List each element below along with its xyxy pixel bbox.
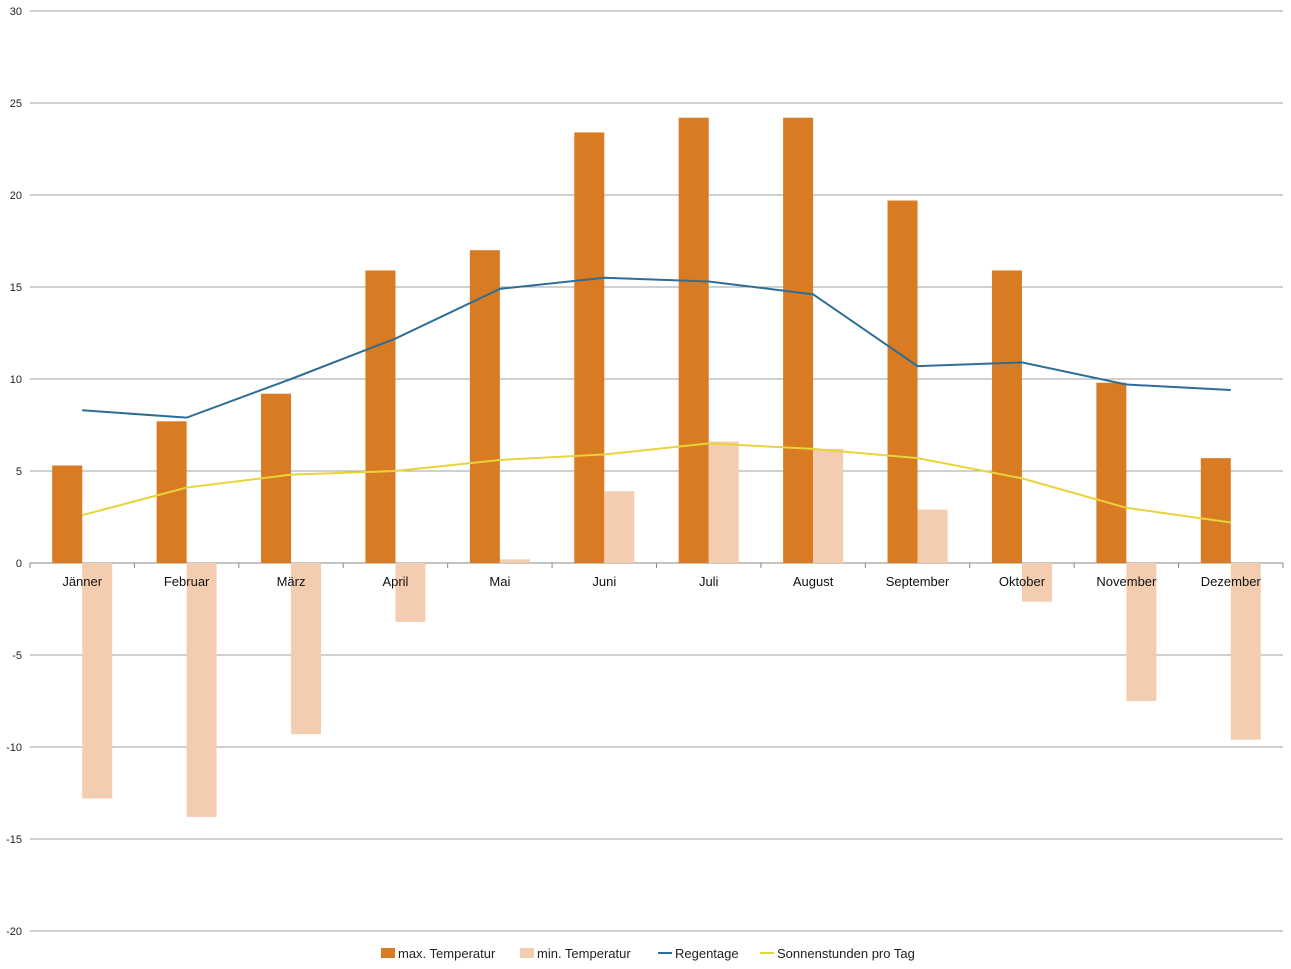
x-category-label: August [793,574,834,589]
y-tick-label: 30 [10,6,22,18]
x-axis: Jänner Februar März April Mai Juni Juli August S… [29,563,1284,589]
bar-max [469,250,500,563]
bar-max [887,200,918,563]
y-tick-label: -20 [6,926,22,938]
y-tick-label: 25 [10,98,22,110]
legend-swatch [520,948,534,958]
y-tick-label: -15 [6,834,22,846]
bar-min [1126,563,1157,701]
y-axis-ticks: -20 -15 -10 -5 0 5 10 15 20 25 30 [6,6,22,938]
bar-max [365,270,396,563]
x-category-label: April [382,574,408,589]
series-lines [81,276,1231,524]
line-3 [81,442,1231,524]
legend-label: min. Temperatur [537,946,631,961]
bar-min [1021,563,1052,602]
x-category-label: September [886,574,950,589]
y-tick-label: 10 [10,374,22,386]
line-2 [82,276,1231,419]
bar-min [82,563,113,799]
y-tick-label: -5 [12,650,22,662]
x-category-label: März [277,574,306,589]
x-category-label: November [1096,574,1157,589]
bars [52,117,1261,817]
bar-min [499,559,530,563]
y-tick-label: 15 [10,282,22,294]
x-category-label: Juli [699,574,719,589]
legend-label: Regentage [675,946,739,961]
gridlines [30,10,1283,932]
y-tick-label: 5 [16,466,22,478]
bar-min [1230,563,1261,740]
bar-min [604,491,635,563]
x-category-label: Juni [592,574,616,589]
bar-min [186,563,217,817]
bar-min [291,563,322,735]
bar-max [678,117,709,563]
bar-min [708,441,739,563]
y-tick-label: 0 [16,558,22,570]
legend-label: Sonnenstunden pro Tag [777,946,915,961]
bar-max [1200,458,1231,563]
bar-min [813,448,844,563]
legend: max. Temperatur min. Temperatur Regentage S… [381,946,915,961]
y-tick-label: 20 [10,190,22,202]
bar-max [1096,382,1127,563]
bar-min [917,509,948,563]
bar-max [574,132,605,563]
legend-swatch [381,948,395,958]
x-category-label: Oktober [999,574,1046,589]
bar-min [395,563,426,622]
legend-label: max. Temperatur [398,946,496,961]
x-category-label: Jänner [62,574,102,589]
bar-max [783,117,814,563]
x-category-label: Februar [164,574,210,589]
x-category-label: Dezember [1201,574,1262,589]
x-category-label: Mai [489,574,510,589]
bar-max [52,465,83,563]
bar-max [991,270,1022,563]
y-tick-label: -10 [6,742,22,754]
